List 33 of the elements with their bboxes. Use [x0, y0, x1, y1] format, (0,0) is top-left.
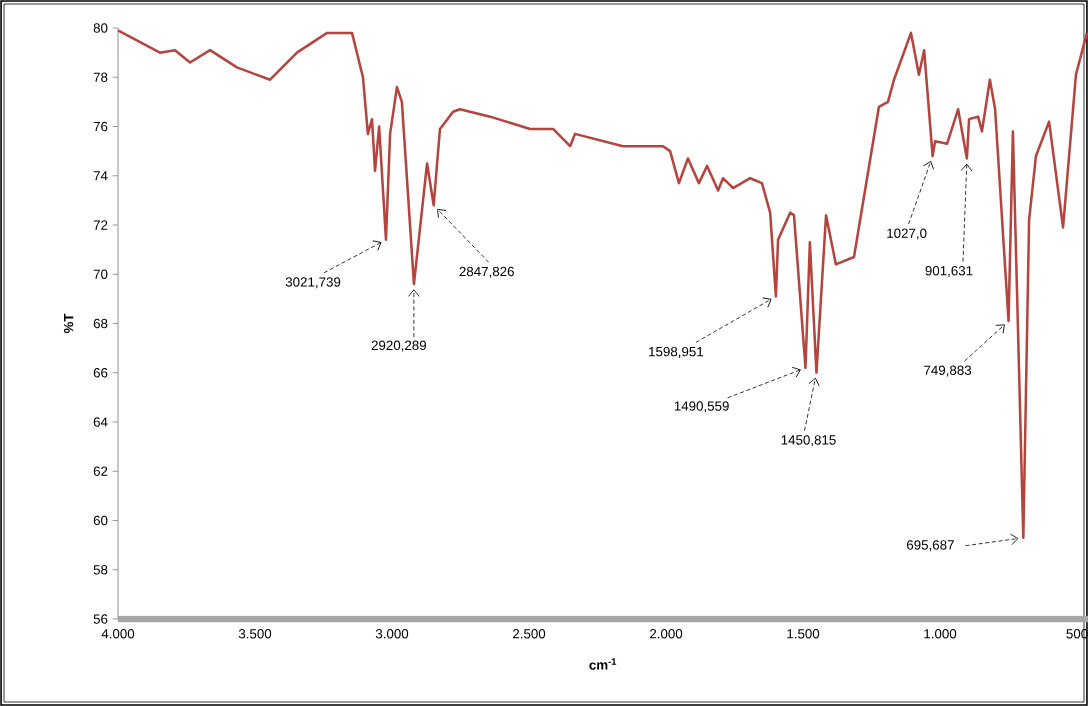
y-tick-label: 78: [93, 72, 108, 82]
annotation: 1450,815: [781, 435, 836, 447]
line-series: [118, 29, 1088, 539]
x-tick-label: 3.000: [375, 629, 409, 639]
annotation: 901,631: [925, 266, 973, 278]
y-tick-label: 72: [93, 220, 108, 230]
annotation: 3021,739: [285, 277, 341, 289]
y-tick-label: 64: [93, 417, 108, 427]
x-tick-label: 1.000: [924, 629, 957, 639]
y-tick-label: 68: [93, 318, 108, 329]
y-tick-label: 60: [93, 515, 108, 526]
annotation: 1490,559: [674, 401, 729, 413]
annotation: 749,883: [924, 365, 972, 377]
x-tick-label: 3.500: [238, 629, 272, 639]
x-tick-label: 2.500: [513, 629, 546, 639]
y-tick-label: 56: [93, 614, 108, 624]
x-tick-label: 2.000: [650, 629, 683, 639]
y-tick-label: 66: [93, 368, 108, 378]
y-tick-label: 58: [93, 565, 108, 575]
y-tick-label: 76: [93, 121, 108, 132]
annotation: 695,687: [906, 540, 954, 552]
x-tick-label: 1.500: [787, 629, 820, 639]
annotation: 1027,0: [887, 228, 927, 240]
y-tick-label: 80: [93, 23, 108, 33]
annotation: 2847,826: [459, 266, 514, 278]
annotation: 1598,951: [649, 346, 704, 358]
y-axis-title: %T: [63, 313, 74, 334]
x-tick-label: 4.000: [101, 629, 135, 639]
y-tick-label: 70: [93, 269, 108, 279]
x-axis-title: cm$^{-1}$: [589, 658, 617, 670]
y-tick-label: 74: [93, 171, 108, 181]
annotation: 2920,289: [371, 340, 427, 352]
y-tick-label: 62: [93, 466, 108, 476]
